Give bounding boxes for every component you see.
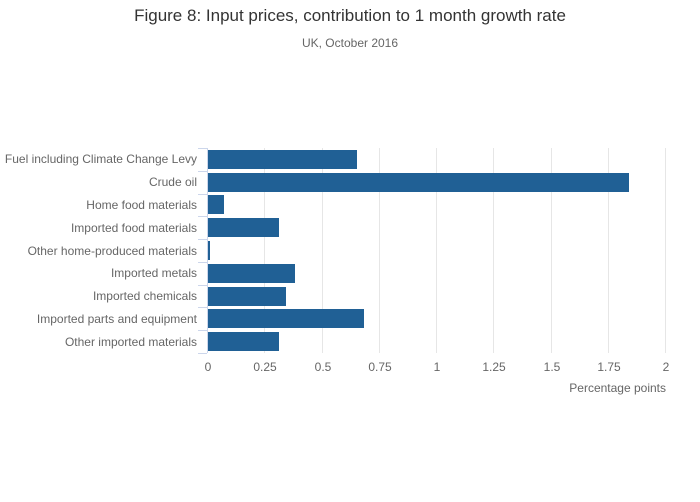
bar: [208, 218, 279, 237]
category-label: Imported metals: [110, 266, 197, 280]
bar: [208, 332, 279, 351]
chart-title: Figure 8: Input prices, contribution to …: [134, 6, 566, 25]
category-axis-labels: Fuel including Climate Change Levy Crude …: [0, 148, 197, 353]
category-axis-tick: [198, 307, 207, 308]
bar: [208, 309, 364, 328]
gridline: [551, 148, 552, 353]
category-axis-tick: [198, 171, 207, 172]
category-axis-tick: [198, 353, 207, 354]
x-tick-label: 1.5: [543, 360, 561, 374]
x-tick-label: 1: [433, 360, 441, 374]
category-label: Crude oil: [148, 175, 197, 189]
category-label: Other imported materials: [64, 335, 197, 349]
category-axis-tick: [198, 148, 207, 149]
category-axis-tick: [198, 330, 207, 331]
plot-area: [198, 148, 666, 354]
gridline: [322, 148, 323, 353]
chart-subtitle: UK, October 2016: [301, 36, 399, 50]
x-tick-label: 0.5: [314, 360, 332, 374]
category-label: Imported chemicals: [92, 289, 197, 303]
bar: [208, 150, 357, 169]
category-label: Imported food materials: [70, 221, 197, 235]
bar: [208, 195, 224, 214]
gridline: [608, 148, 609, 353]
bar: [208, 173, 629, 192]
category-label: Other home-produced materials: [27, 244, 197, 258]
bar: [208, 241, 210, 260]
category-label: Fuel including Climate Change Levy: [4, 152, 197, 166]
x-tick-label: 1.75: [597, 360, 621, 374]
x-tick-label: 0: [204, 360, 212, 374]
x-axis-title: Percentage points: [569, 381, 666, 395]
gridline: [493, 148, 494, 353]
gridline: [379, 148, 380, 353]
bar: [208, 287, 286, 306]
bar: [208, 264, 295, 283]
category-axis-tick: [198, 216, 207, 217]
gridline: [665, 148, 666, 353]
category-axis-tick: [198, 262, 207, 263]
x-tick-label: 2: [662, 360, 670, 374]
category-label: Imported parts and equipment: [36, 312, 197, 326]
category-axis-tick: [198, 194, 207, 195]
x-tick-label: 0.25: [253, 360, 277, 374]
gridline: [436, 148, 437, 353]
category-label: Home food materials: [86, 198, 197, 212]
x-tick-label: 0.75: [368, 360, 392, 374]
category-axis-tick: [198, 239, 207, 240]
category-axis-tick: [198, 285, 207, 286]
x-tick-label: 1.25: [482, 360, 506, 374]
category-axis-line: [207, 148, 208, 353]
gridline: [264, 148, 265, 353]
